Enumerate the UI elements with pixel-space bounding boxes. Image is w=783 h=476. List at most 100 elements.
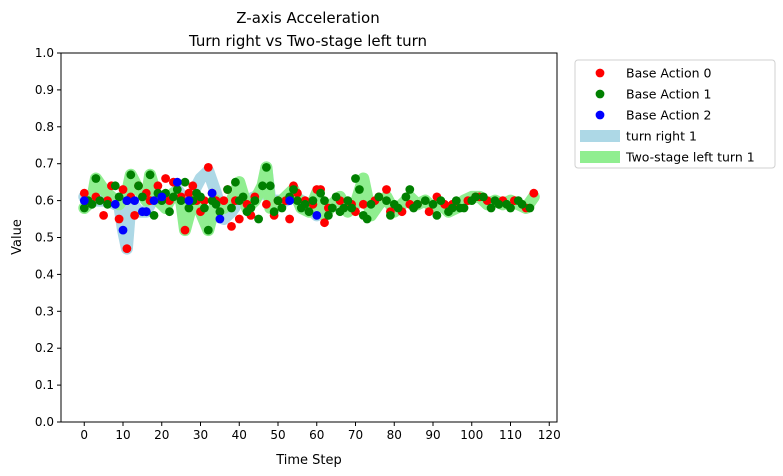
point-s1-83 [451, 196, 461, 206]
x-tick-label-12: 120 [538, 428, 561, 442]
x-tick-label-4: 40 [232, 428, 247, 442]
point-s1-28 [203, 225, 213, 235]
point-s1-11 [138, 192, 147, 202]
point-s1-33 [227, 203, 236, 213]
point-s1-79 [432, 211, 442, 220]
point-s1-6 [110, 181, 120, 191]
legend-label-2: Base Action 2 [626, 108, 712, 123]
y-axis-label: Value [10, 219, 25, 255]
point-s0-9 [130, 211, 140, 220]
point-s1-60 [339, 203, 349, 213]
point-s1-73 [401, 192, 411, 202]
point-s0-54 [382, 185, 391, 194]
point-s0-24 [203, 163, 213, 172]
legend-marker-1 [595, 89, 605, 99]
point-s2-12 [215, 214, 225, 224]
point-s2-1 [110, 199, 120, 209]
point-s1-48 [289, 185, 298, 194]
y-tick-label-4: 0.4 [35, 267, 54, 281]
legend-marker-2 [595, 110, 605, 120]
point-s1-7 [114, 192, 124, 202]
point-s1-34 [231, 177, 240, 187]
point-s1-64 [355, 185, 364, 194]
point-s1-68 [374, 192, 384, 202]
y-tick-label-0: 0.0 [35, 415, 54, 429]
point-s1-39 [250, 196, 260, 206]
point-s1-82 [448, 203, 457, 213]
legend-marker-0 [595, 68, 605, 78]
point-s1-4 [95, 196, 105, 206]
point-s1-49 [293, 196, 302, 206]
point-s1-58 [331, 192, 341, 202]
x-axis-label: Time Step [275, 453, 342, 468]
point-s0-29 [227, 222, 236, 231]
point-s1-27 [200, 203, 209, 213]
point-s2-7 [149, 196, 159, 206]
point-s0-5 [114, 214, 124, 224]
x-tick-label-2: 20 [154, 428, 169, 442]
point-s0-14 [161, 174, 171, 183]
x-tick-label-8: 80 [387, 428, 402, 442]
point-s0-35 [262, 199, 271, 209]
point-s1-30 [211, 199, 221, 209]
legend-marker-4 [580, 151, 620, 163]
point-s1-63 [351, 174, 360, 183]
point-s1-26 [196, 192, 205, 202]
point-s2-14 [312, 211, 322, 220]
legend-label-0: Base Action 0 [626, 66, 712, 81]
point-s1-32 [223, 185, 233, 194]
point-s2-4 [130, 196, 140, 206]
point-s1-38 [246, 203, 256, 213]
point-s1-55 [320, 196, 329, 206]
point-s1-13 [145, 170, 155, 180]
point-s1-19 [169, 192, 178, 202]
point-s2-8 [157, 192, 167, 202]
point-s1-78 [428, 199, 438, 209]
point-s1-43 [265, 181, 275, 191]
point-s1-62 [347, 203, 356, 213]
point-s2-11 [207, 188, 217, 198]
point-s0-39 [285, 214, 294, 224]
point-s1-23 [184, 203, 194, 213]
x-tick-label-5: 50 [270, 428, 285, 442]
point-s1-20 [172, 185, 182, 194]
point-s1-14 [149, 211, 159, 220]
point-s0-31 [234, 214, 244, 224]
y-tick-label-3: 0.3 [35, 304, 54, 318]
legend-frame [574, 59, 776, 169]
y-axis: 0.0 0.1 0.2 0.3 0.4 0.5 0.6 0.7 0.8 0.9 1.0 [35, 46, 61, 429]
point-s1-69 [382, 196, 391, 206]
point-s1-89 [486, 203, 496, 213]
point-s0-2 [99, 211, 108, 220]
point-s0-51 [358, 199, 368, 209]
point-s1-74 [405, 185, 415, 194]
y-tick-label-10: 1.0 [35, 46, 54, 60]
point-s0-59 [424, 207, 434, 217]
x-tick-label-11: 110 [499, 428, 522, 442]
point-s1-80 [436, 196, 446, 206]
legend-marker-3 [580, 130, 620, 142]
point-s1-51 [300, 199, 310, 209]
point-s0-13 [153, 181, 163, 191]
chart-subtitle: Turn right vs Two-stage left turn [188, 32, 427, 50]
point-s1-61 [343, 196, 353, 206]
point-s1-53 [308, 196, 318, 206]
legend-label-1: Base Action 1 [626, 87, 712, 102]
point-s1-10 [134, 181, 143, 191]
point-s0-46 [320, 218, 329, 228]
point-s0-18 [180, 225, 190, 235]
point-s0-70 [529, 188, 539, 198]
point-s1-42 [262, 163, 271, 172]
point-s0-20 [188, 181, 198, 191]
y-tick-label-9: 0.9 [35, 83, 54, 97]
point-s2-3 [122, 196, 132, 206]
point-s1-22 [180, 177, 190, 187]
x-tick-label-9: 90 [425, 428, 440, 442]
point-s2-2 [118, 225, 128, 235]
point-s2-10 [184, 196, 194, 206]
point-s1-45 [273, 196, 283, 206]
point-s1-87 [471, 192, 480, 202]
legend-label-4: Two-stage left turn 1 [625, 150, 755, 165]
point-s1-31 [215, 207, 225, 217]
point-s1-57 [327, 203, 337, 213]
